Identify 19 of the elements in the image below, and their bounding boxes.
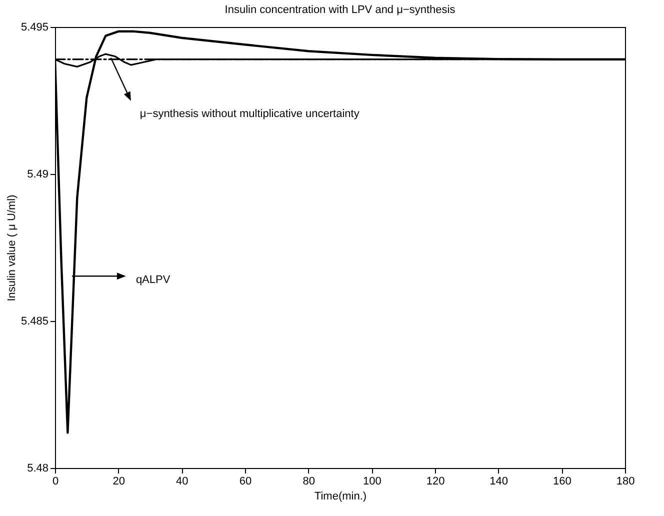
x-tick-label: 160 <box>552 476 572 488</box>
annotation: qALPV <box>136 274 171 286</box>
x-tick-label: 0 <box>52 476 59 488</box>
y-tick-label: 5.49 <box>27 168 48 180</box>
x-tick-label: 180 <box>616 476 635 488</box>
y-axis-title: Insulin value ( μ U/ml) <box>6 194 18 302</box>
y-tick-label: 5.495 <box>20 22 48 34</box>
x-tick-label: 40 <box>176 476 188 488</box>
x-tick-label: 120 <box>426 476 445 488</box>
x-tick-label: 100 <box>362 476 382 488</box>
x-axis-title: Time(min.) <box>314 490 367 502</box>
x-tick-label: 140 <box>490 476 508 488</box>
x-tick-label: 80 <box>302 476 315 488</box>
x-tick-label: 20 <box>112 476 125 488</box>
y-tick-label: 5.485 <box>20 316 48 328</box>
y-tick-label: 5.48 <box>27 462 48 474</box>
chart-title: Insulin concentration with LPV and μ−synthesis <box>224 4 456 16</box>
annotation: μ−synthesis without multiplicative uncertainty <box>140 108 360 120</box>
x-tick-label: 60 <box>239 476 252 488</box>
